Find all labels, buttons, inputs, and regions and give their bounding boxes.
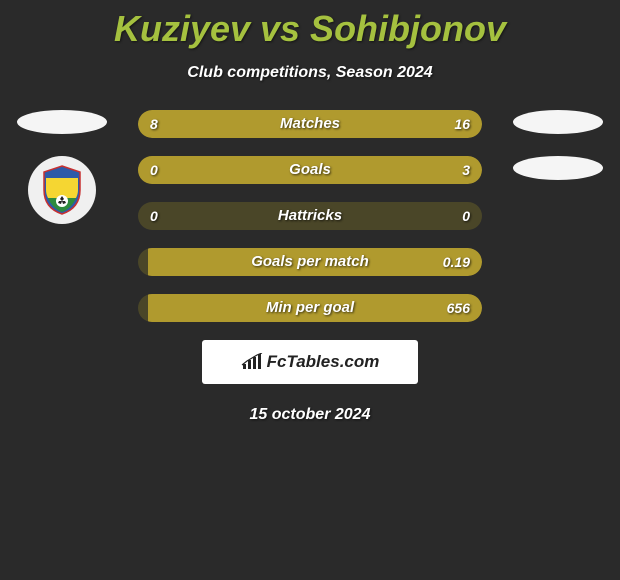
- player-badge-right: [513, 110, 603, 134]
- stat-label: Matches: [138, 110, 482, 138]
- stat-label: Goals per match: [138, 248, 482, 276]
- left-badges: [12, 110, 112, 224]
- club-badge-left: [28, 156, 96, 224]
- stat-label: Min per goal: [138, 294, 482, 322]
- comparison-panel: Matches816Goals03Hattricks00Goals per ma…: [0, 110, 620, 424]
- subtitle: Club competitions, Season 2024: [0, 64, 620, 82]
- stat-row: Goals0 3: [138, 156, 482, 184]
- brand-text: FcTables.com: [267, 352, 380, 372]
- stat-label: Hattricks: [138, 202, 482, 230]
- stat-row: Goals per match0.19: [138, 248, 482, 276]
- stat-value-left: 0: [150, 202, 158, 230]
- stat-row: Hattricks0 0: [138, 202, 482, 230]
- date-label: 15 october 2024: [0, 406, 620, 424]
- stat-value-left: 0: [150, 156, 158, 184]
- stat-value-right: 16: [454, 110, 470, 138]
- club-badge-right: [513, 156, 603, 180]
- right-badges: [508, 110, 608, 202]
- player-badge-left: [17, 110, 107, 134]
- page-title: Kuziyev vs Sohibjonov: [0, 0, 620, 50]
- stat-value-right: 3: [462, 156, 470, 184]
- stat-bars: Matches816Goals03Hattricks00Goals per ma…: [138, 110, 482, 322]
- stat-label: Goals: [138, 156, 482, 184]
- chart-icon: [241, 353, 263, 371]
- stat-row: Matches8 16: [138, 110, 482, 138]
- stat-value-left: 8: [150, 110, 158, 138]
- stat-value-right: 0: [462, 202, 470, 230]
- shield-icon: [40, 164, 84, 216]
- brand-box: FcTables.com: [202, 340, 418, 384]
- stat-value-right: 0.19: [443, 248, 470, 276]
- stat-value-right: 656: [447, 294, 470, 322]
- stat-row: Min per goal656: [138, 294, 482, 322]
